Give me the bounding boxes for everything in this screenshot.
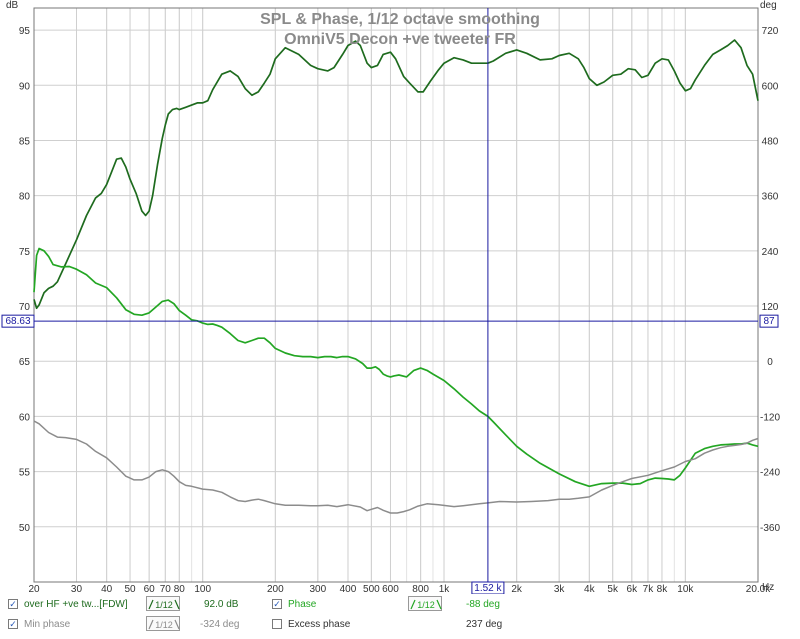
- y-left-tick-label: 55: [19, 468, 31, 479]
- minphase-trace-label[interactable]: Min phase: [24, 619, 71, 630]
- excess-phase-cursor-value: 237 deg: [466, 619, 503, 630]
- y-right-tick-label: -240: [760, 468, 780, 479]
- x-tick-label: 5k: [607, 584, 619, 594]
- y-right-tick-label: 480: [762, 136, 779, 147]
- cursor-x-readout: 1.52 k: [474, 583, 502, 594]
- minphase-smoothing-label: 1/12: [155, 620, 173, 630]
- x-tick-label: 4k: [584, 584, 596, 594]
- x-tick-label: 10k: [677, 584, 694, 594]
- x-tick-label: 1k: [439, 584, 451, 594]
- x-axis-unit: Hz: [762, 582, 775, 593]
- y-left-tick-label: 75: [19, 247, 31, 258]
- excess-phase-trace-label[interactable]: Excess phase: [288, 619, 351, 630]
- cursor-left-readout-box: [1, 314, 35, 328]
- x-tick-label: 600: [382, 584, 399, 594]
- y-right-tick-label: -120: [760, 412, 780, 423]
- x-tick-label: 500: [363, 584, 380, 594]
- smoothing-bracket-icon: [148, 619, 180, 630]
- y-right-tick-label: 0: [767, 357, 773, 368]
- minphase-visibility-checkbox[interactable]: ✓: [8, 619, 18, 629]
- smoothing-bracket-icon: [410, 599, 442, 610]
- legend-panel: ✓ over HF +ve tw...[FDW] 1/12 92.0 dB ✓ …: [0, 594, 800, 639]
- cursor-right-readout: 87: [763, 316, 775, 327]
- minphase-smoothing-button[interactable]: 1/12: [146, 616, 180, 631]
- y-left-tick-label: 65: [19, 357, 31, 368]
- x-tick-label: 100: [194, 584, 211, 594]
- spl-smoothing-button[interactable]: 1/12: [146, 596, 180, 611]
- minphase-cursor-value: -324 deg: [200, 619, 240, 630]
- x-tick-label: 60: [144, 584, 156, 594]
- series-line-phase: [33, 247, 759, 488]
- y-left-tick-label: 80: [19, 192, 31, 203]
- x-tick-label: 3k: [554, 584, 566, 594]
- y-left-tick-label: 90: [19, 81, 31, 92]
- spl-phase-chart[interactable]: 50 55 60 65 70 75 80 85 90 95 -360 -240 -120 0 120 240 3…: [0, 0, 800, 594]
- cursor-right-readout-box: [759, 314, 779, 328]
- x-tick-label: 800: [412, 584, 429, 594]
- phase-smoothing-button[interactable]: 1/12: [408, 596, 442, 611]
- x-tick-label: 7k: [643, 584, 655, 594]
- y-right-tick-label: 600: [762, 81, 779, 92]
- phase-trace-label[interactable]: Phase: [288, 599, 317, 610]
- series-line-minphase: [33, 420, 759, 514]
- smoothing-bracket-icon: [148, 599, 180, 610]
- y-left-tick-label: 50: [19, 523, 31, 534]
- plot-border: [33, 7, 759, 583]
- left-axis-unit: dB: [6, 0, 19, 11]
- y-right-tick-label: 240: [762, 247, 779, 258]
- x-tick-label: 30: [71, 584, 83, 594]
- x-tick-label: 50: [124, 584, 136, 594]
- spl-smoothing-label: 1/12: [155, 600, 173, 610]
- y-left-tick-label: 70: [19, 302, 31, 313]
- y-right-tick-label: 360: [762, 192, 779, 203]
- spl-cursor-value: 92.0 dB: [204, 599, 239, 610]
- x-tick-label: 200: [267, 584, 284, 594]
- phase-visibility-checkbox[interactable]: ✓: [272, 599, 282, 609]
- y-left-tick-label: 95: [19, 26, 31, 37]
- x-tick-label: 20.0k: [746, 584, 771, 594]
- x-tick-label: 6k: [627, 584, 639, 594]
- series-line-spl: [33, 39, 759, 310]
- spl-trace-label[interactable]: over HF +ve tw...[FDW]: [24, 599, 128, 610]
- y-right-tick-label: -360: [760, 523, 780, 534]
- plot-area: [34, 8, 758, 582]
- cursor-x-readout-box: [471, 581, 505, 594]
- y-grid: [34, 29, 758, 528]
- spl-visibility-checkbox[interactable]: ✓: [8, 599, 18, 609]
- x-tick-label: 20: [28, 584, 40, 594]
- y-left-tick-label: 85: [19, 136, 31, 147]
- cursor-left-readout: 68.63: [5, 316, 30, 327]
- x-tick-label: 80: [174, 584, 186, 594]
- phase-cursor-value: -88 deg: [466, 599, 500, 610]
- legend-row-spl: ✓ over HF +ve tw...[FDW] 1/12 92.0 dB ✓ …: [0, 594, 800, 616]
- y-left-tick-label: 60: [19, 412, 31, 423]
- phase-smoothing-label: 1/12: [417, 600, 435, 610]
- right-axis-unit: deg: [760, 0, 777, 11]
- x-tick-label: 2k: [511, 584, 523, 594]
- legend-row-minphase: ✓ Min phase 1/12 -324 deg Excess phase 2…: [0, 614, 800, 636]
- y-right-tick-label: 720: [762, 26, 779, 37]
- x-tick-label: 8k: [657, 584, 669, 594]
- x-tick-label: 300: [309, 584, 326, 594]
- x-tick-label: 70: [160, 584, 172, 594]
- x-tick-label: 40: [101, 584, 113, 594]
- excess-phase-visibility-checkbox[interactable]: [272, 619, 282, 629]
- y-right-tick-label: 120: [762, 302, 779, 313]
- x-tick-label: 400: [340, 584, 357, 594]
